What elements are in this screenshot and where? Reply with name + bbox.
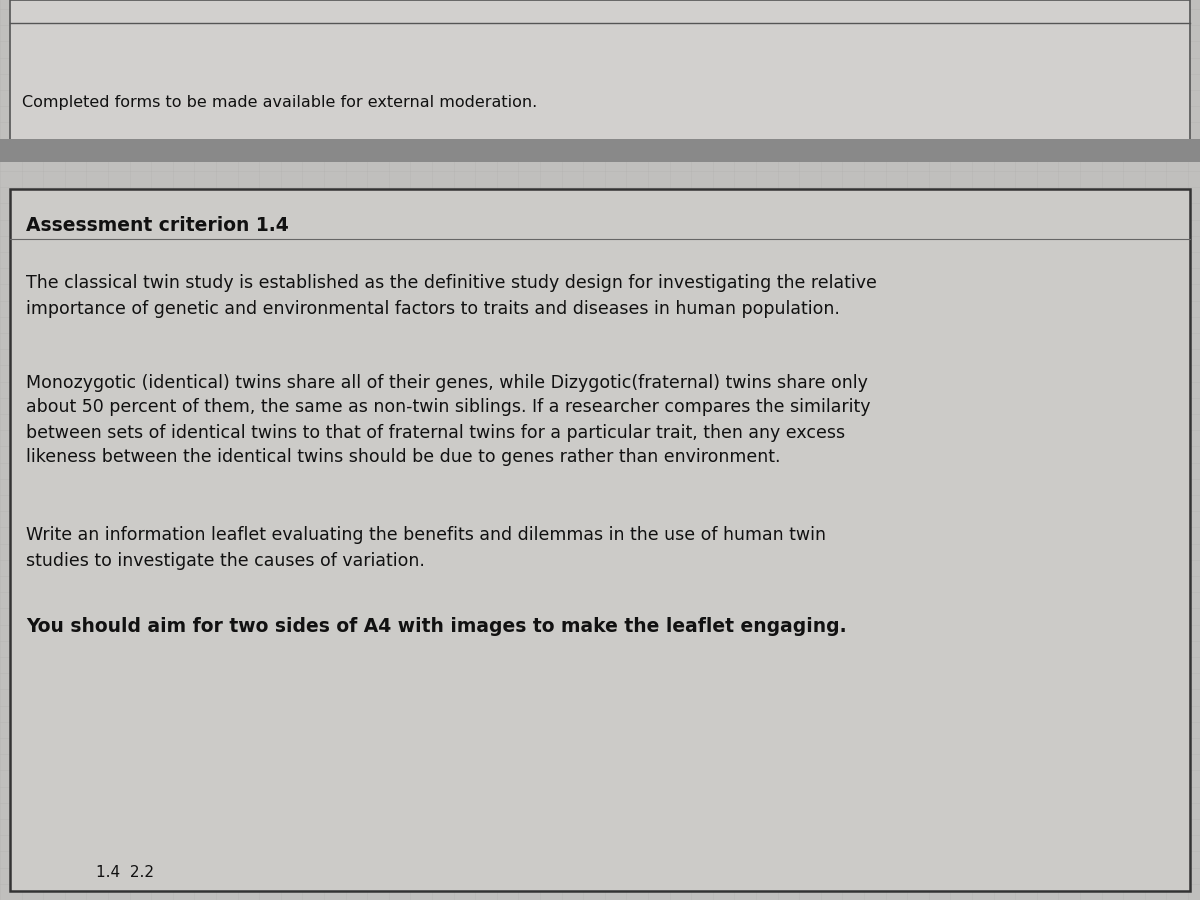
Text: Monozygotic (identical) twins share all of their genes, while Dizygotic(fraterna: Monozygotic (identical) twins share all … <box>26 374 871 466</box>
Text: 1.4  2.2: 1.4 2.2 <box>96 865 154 880</box>
Bar <box>10 0 1190 148</box>
Text: The classical twin study is established as the definitive study design for inves: The classical twin study is established … <box>26 274 877 318</box>
Text: Completed forms to be made available for external moderation.: Completed forms to be made available for… <box>22 94 536 110</box>
Bar <box>0 140 1200 162</box>
Text: Write an information leaflet evaluating the benefits and dilemmas in the use of : Write an information leaflet evaluating … <box>26 526 827 570</box>
Bar <box>10 189 1190 891</box>
Text: Assessment criterion 1.4: Assessment criterion 1.4 <box>26 216 289 235</box>
Text: You should aim for two sides of A4 with images to make the leaflet engaging.: You should aim for two sides of A4 with … <box>26 616 847 635</box>
